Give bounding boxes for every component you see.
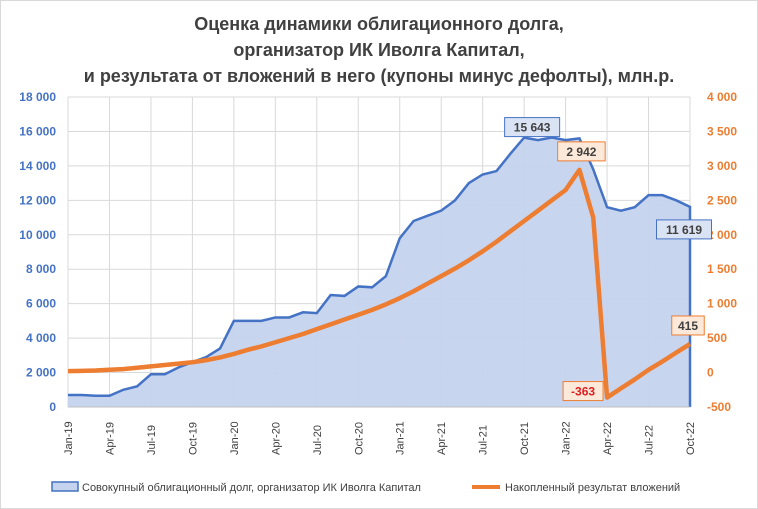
- data-label-box: [671, 315, 705, 336]
- right-tick-label: 0: [707, 366, 714, 380]
- data-label-box: [562, 381, 604, 402]
- x-tick-label: Jan-22: [561, 421, 573, 455]
- x-tick-label: Oct-22: [685, 422, 697, 455]
- chart-title-line-2: организатор ИК Иволга Капитал,: [233, 40, 524, 60]
- x-tick-label: Oct-20: [353, 422, 365, 455]
- data-label: 2 942: [566, 145, 596, 159]
- data-label-box: [656, 219, 712, 240]
- x-tick-label: Jul-20: [312, 425, 324, 455]
- x-tick-label: Jul-19: [146, 425, 158, 455]
- x-tick-label: Jul-22: [644, 425, 656, 455]
- legend: Совокупный облигационный долг, организат…: [51, 481, 680, 494]
- right-tick-label: 3 500: [707, 124, 737, 138]
- chart-title-line-1: Оценка динамики облигационного долга,: [194, 14, 564, 34]
- x-tick-label: Apr-19: [104, 422, 116, 455]
- left-tick-label: 4 000: [26, 331, 56, 345]
- x-tick-label: Apr-20: [270, 422, 282, 455]
- right-tick-label: 1 500: [707, 262, 737, 276]
- left-tick-label: 18 000: [19, 90, 56, 104]
- data-label: 15 643: [514, 121, 551, 135]
- left-tick-label: 14 000: [19, 159, 56, 173]
- line-path: [67, 167, 692, 400]
- right-tick-label: 1 000: [707, 297, 737, 311]
- legend-area-swatch: [51, 481, 79, 492]
- right-tick-label: 4 000: [707, 90, 737, 104]
- x-tick-label: Oct-21: [519, 422, 531, 455]
- data-label-box: [557, 141, 606, 162]
- chart-title-line-3: и результата от вложений в него (купоны …: [84, 66, 675, 86]
- left-tick-label: 6 000: [26, 297, 56, 311]
- data-label: 415: [678, 319, 698, 333]
- left-tick-label: 10 000: [19, 228, 56, 242]
- right-tick-label: -500: [707, 400, 731, 414]
- x-tick-label: Jan-19: [63, 421, 75, 455]
- x-tick-label: Jan-20: [229, 421, 241, 455]
- right-tick-label: 2 000: [707, 228, 737, 242]
- data-label: -363: [571, 385, 595, 399]
- data-labels: 15 643 11 619 2 942 -363 415: [504, 117, 712, 402]
- x-tick-label: Oct-19: [187, 422, 199, 455]
- x-tick-label: Jan-21: [395, 421, 407, 455]
- legend-line-label: Накопленный результат вложений: [505, 482, 680, 494]
- x-tick-label: Apr-22: [602, 422, 614, 455]
- right-tick-label: 500: [707, 331, 727, 345]
- right-tick-label: 2 500: [707, 193, 737, 207]
- x-tick-label: Apr-21: [436, 422, 448, 455]
- left-tick-label: 12 000: [19, 193, 56, 207]
- left-tick-label: 2 000: [26, 366, 56, 380]
- legend-area-label: Совокупный облигационный долг, организат…: [82, 482, 421, 494]
- data-label-box: [504, 117, 561, 138]
- line-series: [67, 167, 692, 400]
- x-tick-label: Jul-21: [478, 425, 490, 455]
- left-tick-label: 16 000: [19, 124, 56, 138]
- area-fill: [68, 137, 690, 407]
- area-series: [67, 136, 692, 407]
- left-tick-label: 0: [49, 400, 56, 414]
- data-label: 11 619: [666, 223, 702, 237]
- right-tick-label: 3 000: [707, 159, 737, 173]
- left-tick-label: 8 000: [26, 262, 56, 276]
